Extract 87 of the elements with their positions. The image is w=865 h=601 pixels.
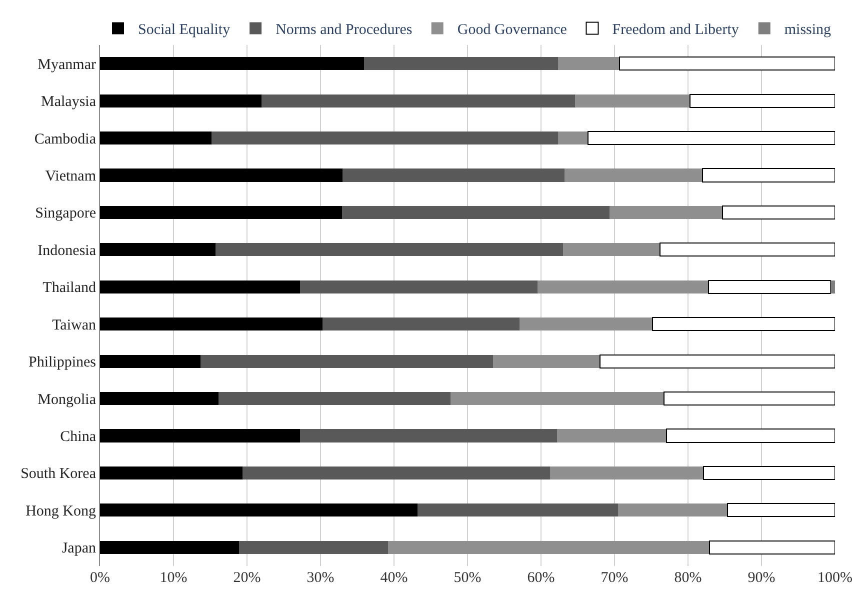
bar <box>663 392 835 406</box>
x-tick-label: 90% <box>748 570 776 586</box>
bar <box>660 242 835 257</box>
y-tick-label: Myanmar <box>38 56 96 73</box>
x-tick-label: 0% <box>90 570 110 586</box>
bar <box>727 503 835 518</box>
bar <box>702 466 835 480</box>
bar <box>558 57 620 70</box>
bar <box>322 318 520 331</box>
legend-label: Norms and Procedures <box>276 22 412 38</box>
bar <box>618 504 728 517</box>
bar <box>557 429 667 442</box>
x-tick-label: 40% <box>380 570 408 586</box>
bar <box>708 280 832 294</box>
x-tick-label: 50% <box>454 570 482 586</box>
bar <box>619 56 835 71</box>
y-tick-label: China <box>60 429 96 445</box>
bar <box>702 168 835 182</box>
bar <box>493 354 600 368</box>
y-tick-label: Thailand <box>42 280 96 296</box>
bar <box>215 243 564 256</box>
bar <box>218 392 451 406</box>
legend-label: Good Governance <box>457 22 568 38</box>
y-tick-label: Mongolia <box>38 392 96 408</box>
bar <box>520 318 653 331</box>
y-tick-label: Singapore <box>35 206 96 222</box>
bar <box>537 280 709 294</box>
bar <box>300 429 558 442</box>
bar <box>100 168 343 182</box>
y-tick-label: Cambodia <box>34 131 96 148</box>
bar <box>599 354 835 368</box>
x-tick-label: 80% <box>674 570 702 586</box>
bar <box>574 94 690 108</box>
y-tick-label: Taiwan <box>52 317 96 334</box>
y-tick-label: Malaysia <box>41 94 96 110</box>
bar <box>652 317 835 332</box>
bar <box>100 94 262 108</box>
x-tick-label: 20% <box>233 570 261 586</box>
bar <box>342 168 565 182</box>
bar <box>262 94 575 108</box>
x-tick-label: 30% <box>306 570 334 586</box>
bar <box>100 280 300 294</box>
y-tick-label: Japan <box>62 540 96 557</box>
bar <box>830 280 835 294</box>
bar <box>550 466 704 480</box>
bar <box>100 206 342 219</box>
y-tick-label: Indonesia <box>38 242 96 259</box>
bar <box>242 466 550 480</box>
y-tick-label: Vietnam <box>45 168 96 184</box>
bar <box>558 132 588 145</box>
bar <box>666 428 835 443</box>
bar <box>100 429 300 442</box>
x-tick-label: 100% <box>818 570 852 586</box>
bar <box>388 540 710 554</box>
bar <box>563 243 660 256</box>
bar <box>100 243 216 256</box>
bar <box>450 392 664 406</box>
bar <box>100 540 239 554</box>
y-tick-label: Philippines <box>28 354 96 371</box>
bar <box>708 540 835 554</box>
y-tick-label: Hong Kong <box>26 503 96 520</box>
bar <box>212 132 558 145</box>
bar <box>342 206 610 219</box>
bar <box>100 466 243 480</box>
bar <box>609 206 723 219</box>
x-tick-label: 60% <box>527 570 555 586</box>
bar <box>418 504 618 517</box>
bar <box>588 131 835 146</box>
bar <box>100 392 218 406</box>
x-tick-label: 10% <box>160 570 188 586</box>
bar <box>100 318 323 331</box>
bar <box>200 354 494 368</box>
y-tick-label: South Korea <box>20 466 96 482</box>
legend-label: Freedom and Liberty <box>612 22 740 38</box>
legend-label: missing <box>784 22 832 38</box>
bar <box>100 354 201 368</box>
bar <box>564 168 703 182</box>
bar <box>100 504 418 517</box>
bar <box>722 205 835 220</box>
bar <box>100 132 212 145</box>
x-tick-label: 70% <box>600 570 628 586</box>
bar <box>100 57 364 70</box>
bar <box>364 57 558 70</box>
bar <box>238 540 388 554</box>
bar <box>690 94 835 108</box>
bar <box>300 280 538 294</box>
legend-label: Social Equality <box>138 22 231 38</box>
